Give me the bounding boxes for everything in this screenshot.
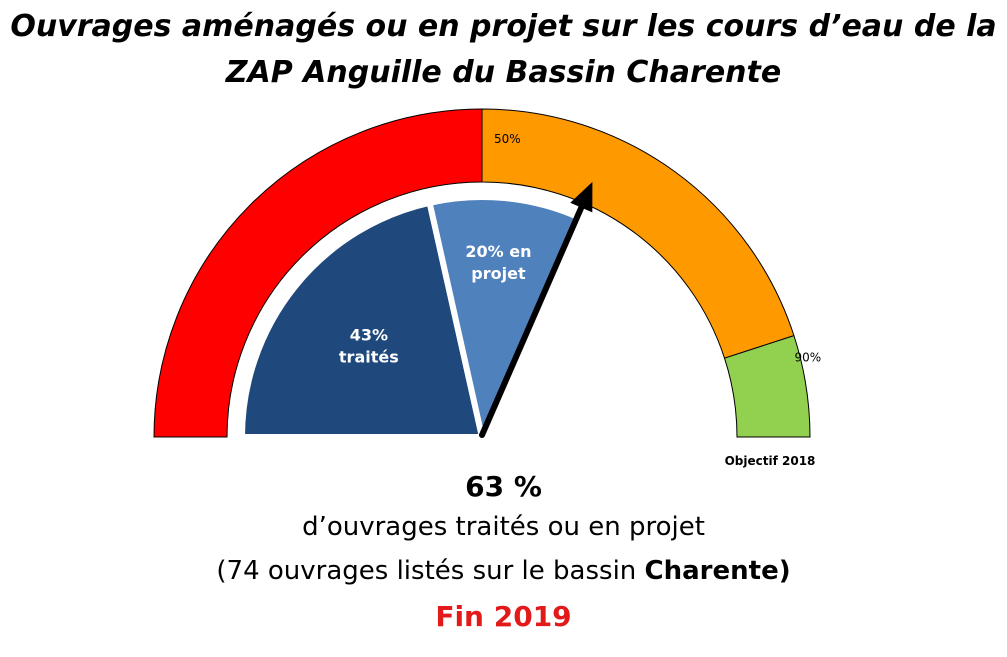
gauge-segment-label-0-line1: 43%	[350, 325, 388, 344]
gauge-segment-label-1-line1: 20% en	[465, 242, 531, 261]
summary-line2: (74 ouvrages listés sur le bassin Charen…	[0, 556, 1007, 586]
gauge-segment-0	[239, 199, 485, 440]
summary-line2-prefix: (74 ouvrages listés sur le bassin	[216, 556, 645, 586]
chart-title: Ouvrages aménagés ou en projet sur les c…	[0, 4, 1007, 96]
gauge-pointer-shaft	[479, 204, 585, 438]
summary-line2-bold: Charente)	[644, 556, 791, 586]
gauge-segment-1	[426, 194, 581, 440]
summary-line1: d’ouvrages traités ou en projet	[302, 512, 705, 542]
summary-percent: 63 %	[465, 470, 542, 503]
summary-fin: Fin 2019	[435, 600, 572, 633]
chart-title-line1: Ouvrages aménagés ou en projet sur les c…	[10, 9, 997, 44]
gauge-segments	[239, 194, 581, 440]
gauge-band-label-1: 50%	[494, 132, 521, 146]
gauge-band-label-2: 90%	[795, 350, 822, 364]
gauge-segment-label-0-line2: traités	[339, 347, 399, 366]
gauge-band-2	[723, 335, 811, 438]
gauge-pointer-head	[570, 181, 593, 213]
gauge-bands	[153, 108, 811, 438]
gauge-pointer	[479, 181, 593, 438]
gauge-band-0	[153, 108, 483, 438]
chart-title-line2: ZAP Anguille du Bassin Charente	[225, 55, 782, 90]
gauge-objective-label: Objectif 2018	[725, 454, 816, 468]
gauge-segment-label-1-line2: projet	[471, 264, 526, 283]
gauge-labels: 50% 90% 43% traités 20% en projet Objectif 201…	[339, 132, 821, 468]
